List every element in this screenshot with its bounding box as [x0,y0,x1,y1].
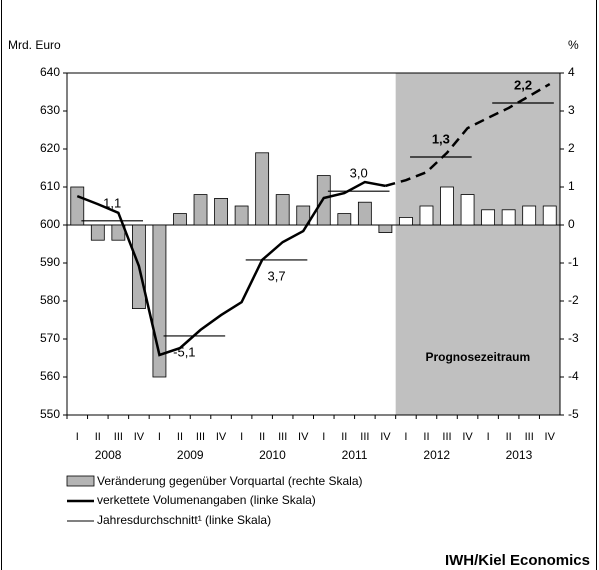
y-tick-label: 620 [40,141,60,155]
y2-tick-label: -2 [568,293,579,307]
growth-label: 3,0 [350,166,368,181]
bar [399,216,413,226]
x-tick-label: II [177,431,183,443]
x-tick-label: IV [216,431,227,443]
x-tick-label: IV [134,431,145,443]
volume-line-forecast [385,82,551,188]
x-tick-label: IV [380,431,391,443]
x-tick-label: III [114,431,123,443]
volume-line [76,180,386,357]
x-tick-label: IV [462,431,473,443]
bar [193,194,208,226]
bar [522,205,537,226]
y2-tick-label: -5 [568,407,579,421]
bar [90,224,105,241]
y-axis-label: Mrd. Euro [8,38,61,52]
x-tick-label: I [404,431,407,443]
y2-tick-label: -4 [568,369,579,383]
year-label: 2008 [95,448,122,462]
y-tick-label: 570 [40,331,60,345]
y-tick-label: 640 [40,65,60,79]
growth-label: 1,1 [103,195,121,210]
y2-tick-label: 3 [568,103,575,117]
y-tick-label: 600 [40,217,60,231]
y2-tick-label: 1 [568,179,575,193]
x-tick-label: I [322,431,325,443]
y-tick-label: 590 [40,255,60,269]
x-tick-label: I [487,431,490,443]
x-tick-label: I [76,431,79,443]
x-tick-label: II [341,431,347,443]
x-tick-label: III [525,431,534,443]
forecast-label: Prognosezeitraum [425,350,530,364]
bar [481,209,496,226]
year-label: 2011 [342,448,368,462]
growth-label: 2,2 [514,77,532,92]
x-tick-label: III [196,431,205,443]
bar [378,224,393,233]
y-tick-label: 610 [40,179,60,193]
bar [296,205,311,226]
x-tick-label: II [423,431,429,443]
year-label: 2009 [177,448,204,462]
growth-label: 3,7 [267,268,285,283]
bar [275,194,290,226]
legend-label: Jahresdurchschnitt¹ (linke Skala) [97,513,271,527]
growth-label: -5,1 [173,344,195,359]
y-tick-label: 560 [40,369,60,383]
bar [440,186,454,226]
x-tick-label: III [278,431,287,443]
bar [255,152,270,226]
x-tick-label: I [158,431,161,443]
year-label: 2012 [423,448,450,462]
x-tick-label: III [360,431,369,443]
bar [419,205,434,226]
y2-tick-label: 4 [568,65,575,79]
y2-tick-label: 0 [568,217,575,231]
bar [542,205,557,226]
x-tick-label: I [240,431,243,443]
growth-label: 1,3 [432,131,450,146]
bar [501,209,516,226]
y2-tick-label: -1 [568,255,579,269]
legend-label: verkettete Volumenangaben (linke Skala) [97,493,316,507]
x-tick-label: II [95,431,101,443]
legend-label: Veränderung gegenüber Vorquartal (rechte… [97,474,363,488]
year-label: 2010 [259,448,286,462]
bar [460,194,475,226]
bar [357,201,372,226]
legend-swatch [66,475,95,487]
x-tick-label: II [506,431,512,443]
bar [70,186,85,226]
bar [173,213,187,226]
x-tick-label: II [259,431,265,443]
y-tick-label: 580 [40,293,60,307]
year-label: 2013 [506,448,533,462]
y-tick-label: 550 [40,407,60,421]
x-tick-label: IV [298,431,309,443]
y2-tick-label: 2 [568,141,575,155]
bar [337,213,352,226]
x-tick-label: III [442,431,451,443]
y2-tick-label: -3 [568,331,579,345]
forecast-area [395,73,560,415]
x-tick-label: IV [545,431,556,443]
bar [234,205,249,226]
y2-axis-label: % [568,38,579,52]
source: IWH/Kiel Economics [445,552,590,569]
bar [214,197,228,226]
y-tick-label: 630 [40,103,60,117]
